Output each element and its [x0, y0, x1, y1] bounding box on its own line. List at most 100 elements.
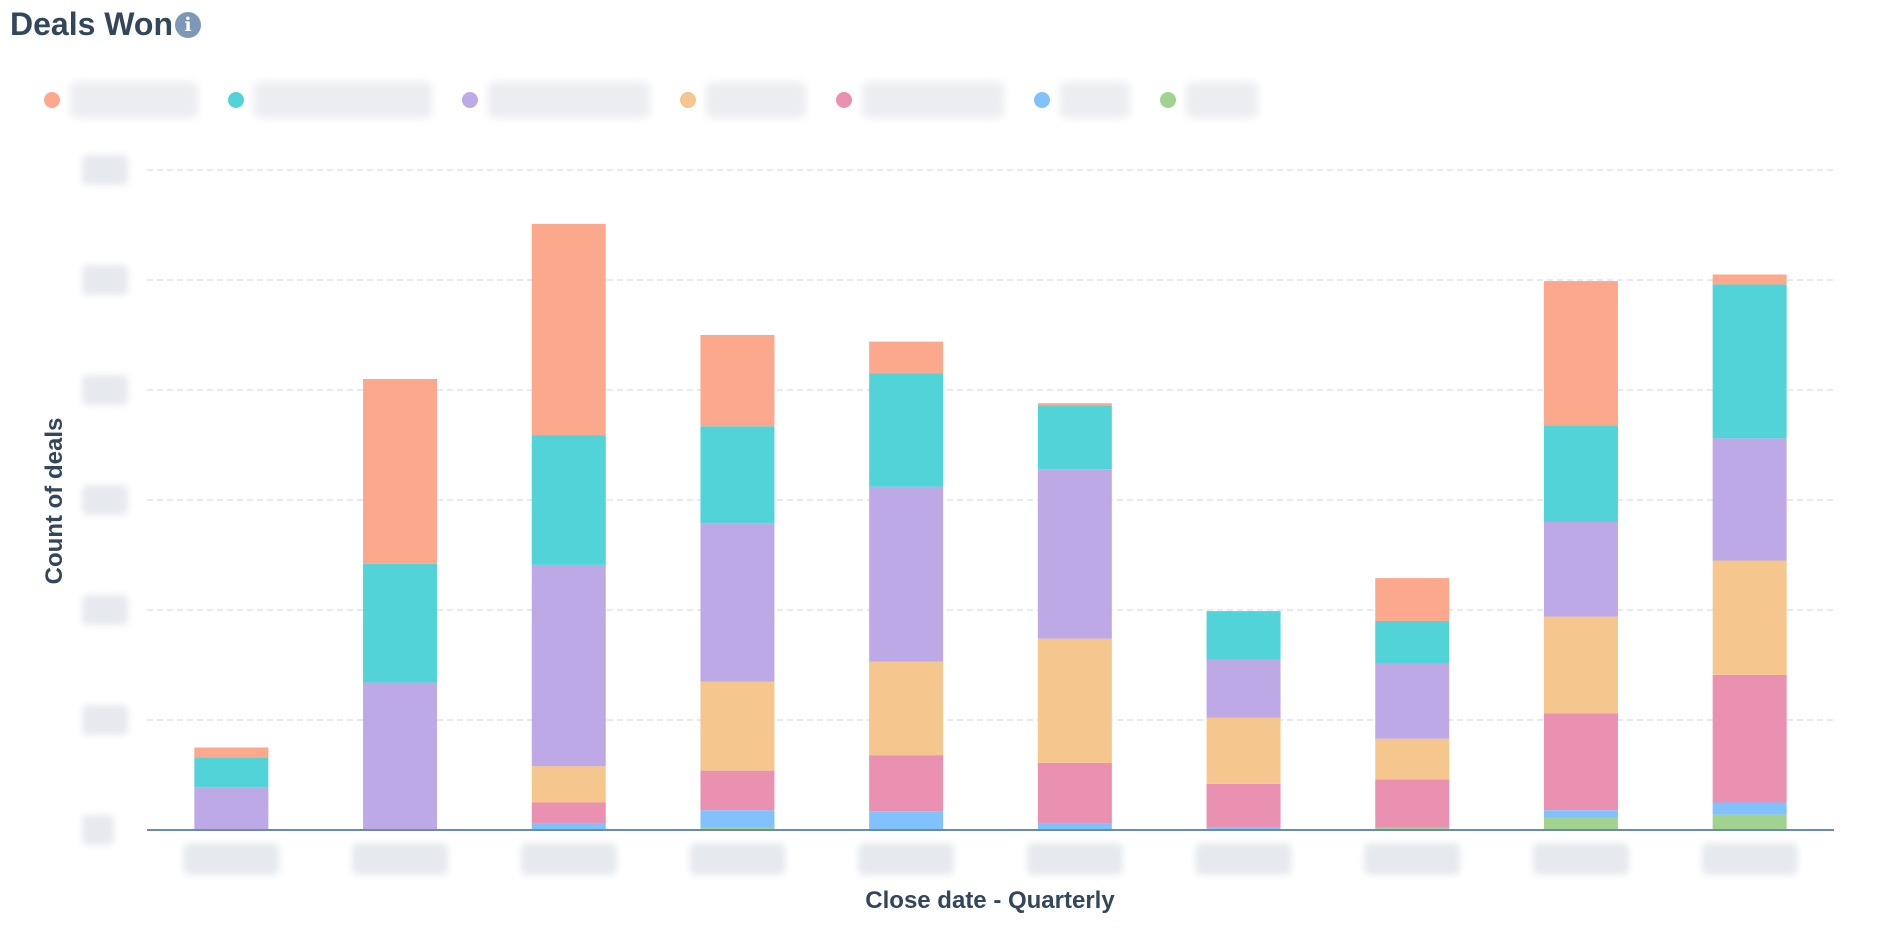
bar-segment[interactable] [1543, 713, 1618, 811]
legend-item-4[interactable] [680, 82, 806, 118]
bar-segment[interactable] [531, 766, 606, 803]
bar-segment[interactable] [1712, 814, 1787, 830]
bar-segment[interactable] [1712, 284, 1787, 439]
bar-segment[interactable] [363, 563, 438, 683]
y-tick-label-obscured [82, 595, 128, 625]
x-tick-label-obscured [858, 843, 955, 875]
bar-segment[interactable] [531, 223, 606, 436]
legend [44, 82, 1288, 118]
x-tick-label-obscured [1195, 843, 1292, 875]
bar-segment[interactable] [1543, 817, 1618, 830]
legend-item-1[interactable] [44, 82, 198, 118]
bar-segment[interactable] [869, 486, 944, 662]
legend-dot [462, 92, 478, 108]
bar-segment[interactable] [1543, 810, 1618, 818]
x-tick-label-obscured [183, 843, 280, 875]
legend-dot [680, 92, 696, 108]
y-tick-label-obscured [82, 705, 128, 735]
y-tick-label-obscured [82, 375, 128, 405]
bar-segment[interactable] [1543, 522, 1618, 617]
bar-segment[interactable] [1206, 659, 1281, 718]
legend-item-2[interactable] [228, 82, 432, 118]
y-tick-label-obscured [82, 155, 128, 185]
legend-label-obscured [488, 82, 650, 118]
bar-segment[interactable] [700, 681, 775, 771]
bar-segment[interactable] [1712, 274, 1787, 285]
bar-segment[interactable] [363, 682, 438, 830]
legend-dot [228, 92, 244, 108]
bar-segment[interactable] [1206, 827, 1281, 830]
legend-label-obscured [1186, 82, 1258, 118]
bar-segment[interactable] [1712, 560, 1787, 675]
legend-dot [836, 92, 852, 108]
bar-segment[interactable] [700, 426, 775, 524]
legend-label-obscured [706, 82, 806, 118]
bar-segment[interactable] [194, 747, 269, 758]
bar-segment[interactable] [531, 823, 606, 830]
bar-segment[interactable] [700, 770, 775, 811]
x-tick-label-obscured [1532, 843, 1629, 875]
bar-segment[interactable] [1037, 469, 1112, 639]
bar-segment[interactable] [869, 811, 944, 830]
legend-dot [1160, 92, 1176, 108]
legend-item-6[interactable] [1034, 82, 1130, 118]
legend-dot [44, 92, 60, 108]
legend-item-3[interactable] [462, 82, 650, 118]
x-tick-label-obscured [520, 843, 617, 875]
bar-segment[interactable] [194, 787, 269, 830]
bar-segment[interactable] [531, 564, 606, 767]
bar-segment[interactable] [700, 523, 775, 682]
bar-segment[interactable] [531, 802, 606, 824]
bar-segment[interactable] [1206, 611, 1281, 660]
x-tick-label-obscured [1701, 843, 1798, 875]
y-axis-label: Count of deals [41, 418, 68, 585]
chart-title: Deals Won [10, 6, 173, 42]
bar-segment[interactable] [1206, 783, 1281, 828]
chart-header: Deals Won i [10, 6, 201, 43]
bar-segment[interactable] [1375, 621, 1450, 664]
bar-segment[interactable] [1712, 802, 1787, 815]
bar-segment[interactable] [700, 335, 775, 427]
bar-segment[interactable] [1375, 827, 1450, 830]
bar-segment[interactable] [1375, 578, 1450, 621]
bar-segment[interactable] [1206, 717, 1281, 784]
bars [194, 223, 1787, 830]
bar-segment[interactable] [363, 379, 438, 564]
bar-segment[interactable] [1712, 438, 1787, 561]
bar-segment[interactable] [531, 435, 606, 565]
y-tick-labels [82, 155, 128, 845]
bar-segment[interactable] [1375, 738, 1450, 780]
bar-segment[interactable] [1037, 762, 1112, 824]
x-axis-label: Close date - Quarterly [865, 887, 1115, 914]
bar-segment[interactable] [1543, 281, 1618, 426]
x-tick-label-obscured [1026, 843, 1123, 875]
x-tick-label-obscured [689, 843, 786, 875]
legend-dot [1034, 92, 1050, 108]
legend-item-5[interactable] [836, 82, 1004, 118]
legend-item-7[interactable] [1160, 82, 1258, 118]
bar-segment[interactable] [869, 661, 944, 756]
bar-segment[interactable] [700, 810, 775, 828]
x-tick-label-obscured [1364, 843, 1461, 875]
legend-label-obscured [1060, 82, 1130, 118]
bar-segment[interactable] [869, 341, 944, 374]
legend-label-obscured [862, 82, 1004, 118]
bar-segment[interactable] [1543, 425, 1618, 522]
bar-segment[interactable] [869, 373, 944, 487]
y-tick-label-obscured [82, 265, 128, 295]
bar-segment[interactable] [194, 757, 269, 788]
info-icon[interactable]: i [175, 11, 201, 38]
bar-segment[interactable] [700, 827, 775, 830]
bar-segment[interactable] [1375, 663, 1450, 739]
bar-segment[interactable] [1037, 823, 1112, 830]
bar-segment[interactable] [1037, 638, 1112, 763]
y-tick-label-obscured [82, 815, 114, 845]
bar-segment[interactable] [1037, 403, 1112, 406]
bar-segment[interactable] [869, 755, 944, 812]
bar-segment[interactable] [1037, 405, 1112, 470]
bar-segment[interactable] [1543, 616, 1618, 714]
bar-segment[interactable] [1712, 674, 1787, 803]
x-tick-labels [183, 843, 1798, 875]
bar-segment[interactable] [1375, 779, 1450, 828]
